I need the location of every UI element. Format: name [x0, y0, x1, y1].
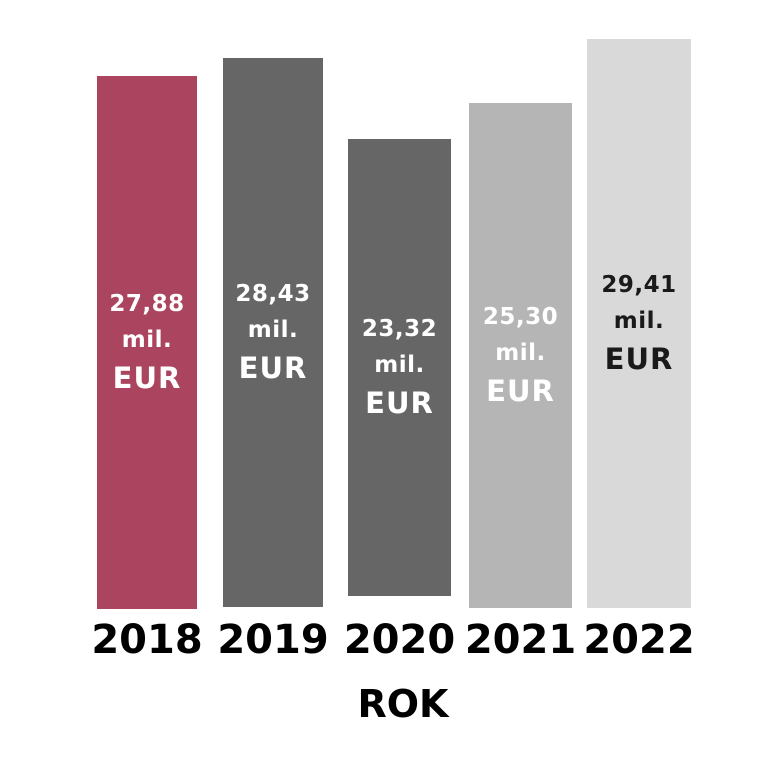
- bar-currency-label: EUR: [112, 361, 182, 395]
- bar-currency-label: EUR: [604, 342, 674, 376]
- bar-value-label: 28,43: [235, 281, 311, 307]
- bar-value-label: 25,30: [482, 304, 559, 330]
- x-axis-label-2020: 2020: [343, 617, 456, 663]
- x-axis-label-2018: 2018: [91, 617, 203, 663]
- bar-currency-label: EUR: [365, 386, 434, 420]
- bar-unit-label: mil.: [495, 340, 546, 366]
- bar-2018: 27,88 mil. EUR: [97, 76, 197, 609]
- bar-unit-label: mil.: [121, 327, 173, 353]
- bar-value-label: 27,88: [109, 291, 185, 317]
- bar-2022: 29,41 mil. EUR: [587, 39, 691, 608]
- bar-2021: 25,30 mil. EUR: [469, 103, 572, 608]
- bar-value-label: 23,32: [361, 316, 438, 342]
- x-axis-title: ROK: [357, 682, 449, 726]
- bar-unit-label: mil.: [374, 352, 425, 378]
- bar-2019: 28,43 mil. EUR: [223, 58, 323, 607]
- bar-value-label: 29,41: [601, 272, 677, 298]
- x-axis-label-2021: 2021: [464, 617, 577, 663]
- bar-currency-label: EUR: [238, 351, 308, 385]
- x-axis-label-2022: 2022: [583, 617, 695, 663]
- bar-2020: 23,32 mil. EUR: [348, 139, 451, 596]
- bar-unit-label: mil.: [613, 308, 665, 334]
- bar-unit-label: mil.: [247, 317, 299, 343]
- x-axis-label-2019: 2019: [217, 617, 329, 663]
- bar-currency-label: EUR: [486, 374, 555, 408]
